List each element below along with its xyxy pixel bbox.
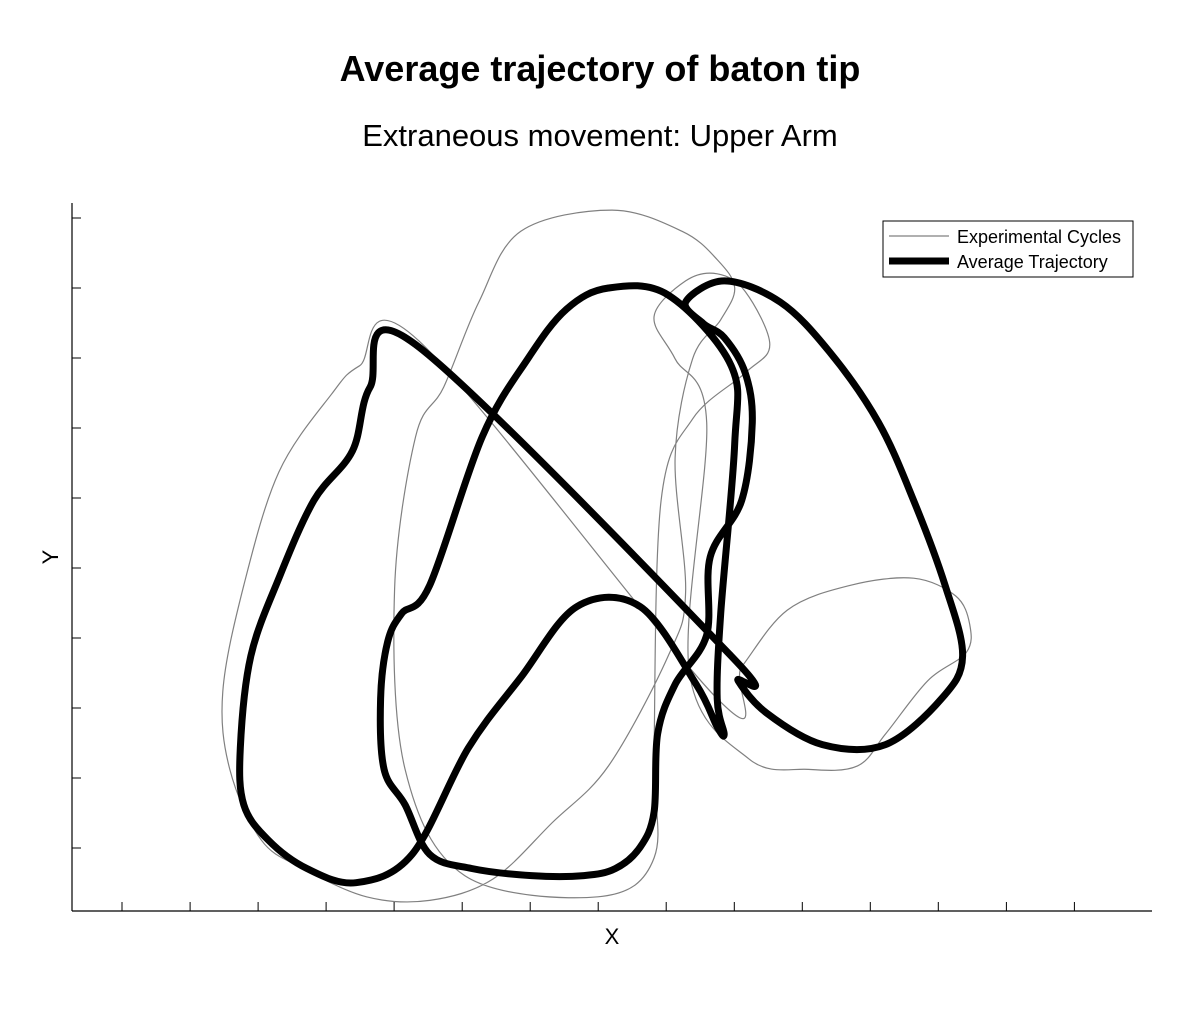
series-average-trajectory <box>236 277 967 887</box>
x-axis-ticks <box>121 902 1075 911</box>
legend-label-experimental-cycles: Experimental Cycles <box>957 227 1121 247</box>
chart-subtitle: Extraneous movement: Upper Arm <box>362 118 838 153</box>
legend: Experimental Cycles Average Trajectory <box>882 220 1134 278</box>
series-experimental-cycles <box>221 209 972 903</box>
legend-box <box>882 220 1134 278</box>
chart-title: Average trajectory of baton tip <box>339 48 861 89</box>
y-axis-ticks <box>72 217 81 849</box>
x-axis-label: X <box>605 924 620 949</box>
y-axis-label: Y <box>38 549 63 564</box>
legend-label-average-trajectory: Average Trajectory <box>957 252 1108 272</box>
